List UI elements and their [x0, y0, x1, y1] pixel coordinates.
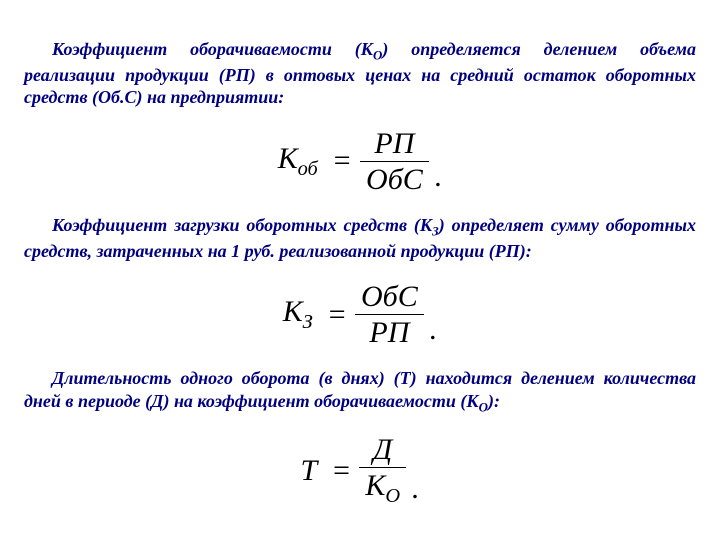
p2-text-1: Коэффициент загрузки оборотных средств (… [52, 215, 432, 235]
f3-den-sub: О [385, 485, 400, 507]
paragraph-3: Длительность одного оборота (в днях) (Т)… [24, 367, 696, 415]
f1-lhs-sub: об [298, 158, 318, 180]
f3-den-main: К [365, 469, 385, 502]
f2-numerator: ОбС [355, 280, 424, 313]
formula-1-container: Коб = РП ОбС . [24, 127, 696, 196]
p3-text-1: Длительность одного оборота (в днях) (Т)… [24, 368, 696, 411]
paragraph-1: Коэффициент оборачиваемости (КО) определ… [24, 38, 696, 109]
f2-bar [355, 314, 424, 315]
f1-denominator: ОбС [360, 163, 429, 196]
f1-dot: . [429, 160, 443, 196]
formula-2: КЗ = ОбС РП . [283, 280, 438, 349]
f3-numerator: Д [367, 433, 398, 466]
p3-text-2: ): [488, 391, 500, 411]
f3-denominator: КО [359, 469, 406, 507]
paragraph-2: Коэффициент загрузки оборотных средств (… [24, 214, 696, 262]
f3-bar [359, 467, 406, 468]
f2-lhs: КЗ [283, 295, 319, 334]
f2-lhs-sub: З [303, 311, 313, 333]
f1-bar [360, 161, 429, 162]
formula-2-container: КЗ = ОбС РП . [24, 280, 696, 349]
formula-1: Коб = РП ОбС . [278, 127, 443, 196]
f1-lhs: Коб [278, 142, 324, 181]
formula-3: Т = Д КО . [300, 433, 419, 507]
p3-sub-1: О [479, 399, 488, 414]
f3-dot: . [406, 472, 420, 508]
p2-sub-1: З [432, 223, 439, 238]
f3-lhs-main: Т [300, 454, 317, 487]
f2-dot: . [424, 313, 438, 349]
f3-eq: = [323, 454, 359, 488]
f2-denominator: РП [363, 316, 415, 349]
f1-numerator: РП [368, 127, 420, 160]
f2-eq: = [319, 298, 355, 332]
p1-sub-1: О [373, 48, 382, 63]
formula-3-container: Т = Д КО . [24, 433, 696, 507]
f2-fraction: ОбС РП [355, 280, 424, 349]
f1-lhs-main: К [278, 142, 298, 175]
f3-lhs: Т [300, 454, 323, 488]
p1-text-1: Коэффициент оборачиваемости (К [52, 39, 373, 59]
f3-fraction: Д КО [359, 433, 406, 507]
f1-eq: = [324, 144, 360, 178]
f1-fraction: РП ОбС [360, 127, 429, 196]
f2-lhs-main: К [283, 295, 303, 328]
